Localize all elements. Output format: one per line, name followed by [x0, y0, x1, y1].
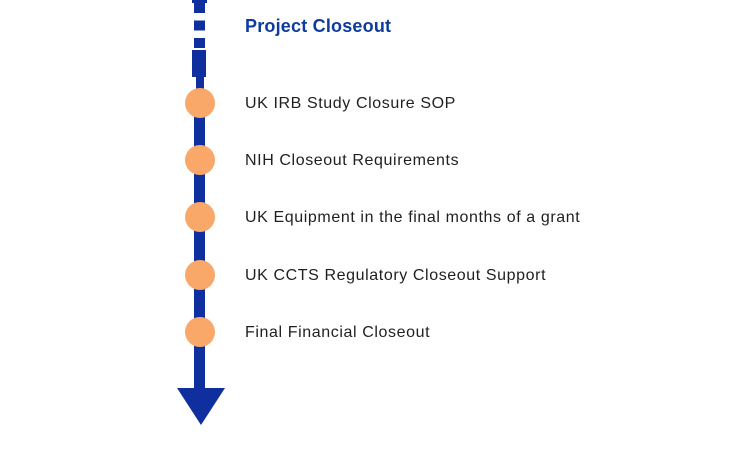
timeline-node: [185, 317, 215, 347]
timeline-line: [193, 90, 205, 390]
timeline-item-label: Final Financial Closeout: [245, 324, 431, 341]
timeline-item-label: UK CCTS Regulatory Closeout Support: [245, 267, 547, 284]
timeline-line-connector: [195, 77, 204, 91]
timeline-node: [185, 260, 215, 290]
timeline-line-upper-segment: [192, 50, 206, 77]
timeline-node: [185, 88, 215, 118]
timeline-item-label: NIH Closeout Requirements: [245, 152, 460, 169]
timeline-dashed-line: [193, 3, 205, 50]
timeline-item-label: UK Equipment in the final months of a gr…: [245, 209, 581, 226]
page-title: Project Closeout: [245, 16, 392, 36]
timeline-node: [185, 145, 215, 175]
timeline-item-label: UK IRB Study Closure SOP: [245, 95, 456, 112]
down-arrow-icon: [177, 388, 225, 425]
timeline-node: [185, 202, 215, 232]
timeline-line-top-stub: [192, 0, 207, 3]
